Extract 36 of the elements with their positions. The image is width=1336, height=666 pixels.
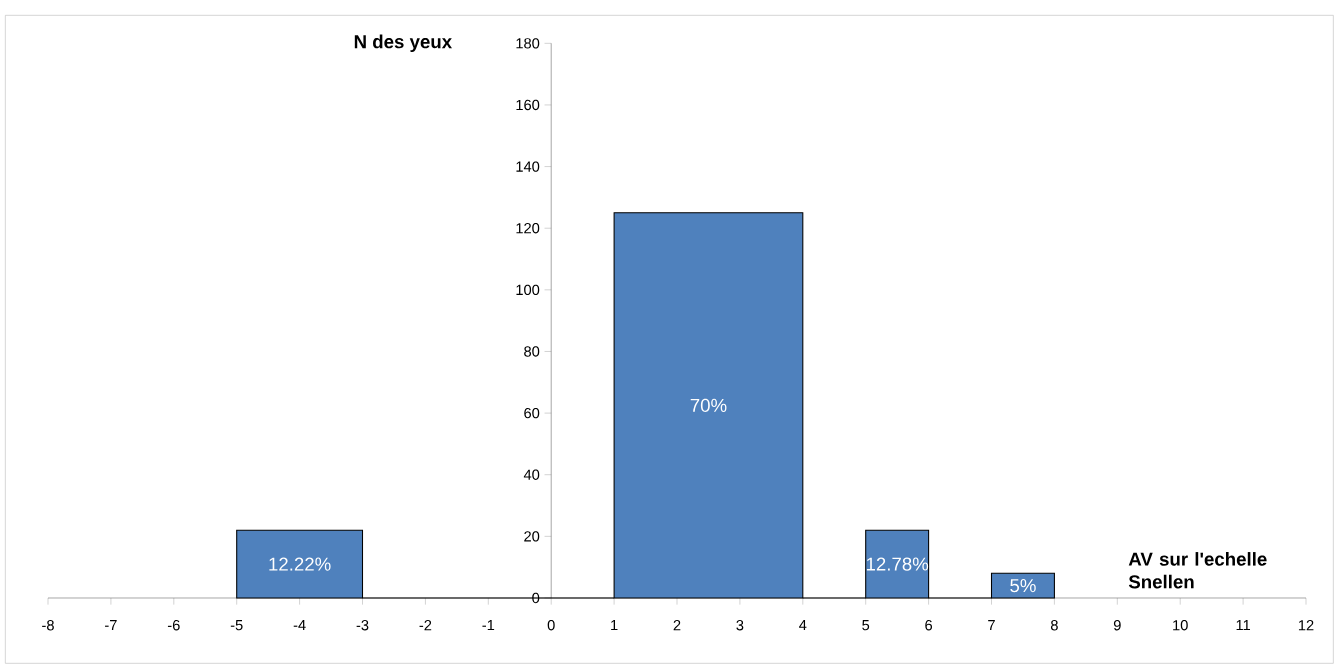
annotation: 12.78% (866, 557, 929, 571)
x-tick-label: -8 (42, 620, 54, 631)
y-tick-label: 20 (524, 531, 540, 542)
y-tick-label: 180 (516, 38, 540, 49)
y-tick-label: 160 (516, 99, 540, 111)
x-tick-label: 2 (673, 620, 681, 631)
x-tick-label: -3 (356, 620, 369, 631)
y-tick-label: 140 (516, 161, 540, 172)
x-axis-title: AV sur l'echelle Snellen (1128, 552, 1267, 589)
x-tick-label: 7 (988, 620, 995, 631)
y-axis-title: N des yeux (354, 34, 452, 53)
y-tick-label: 100 (516, 284, 540, 296)
x-tick-label: 0 (547, 620, 555, 631)
annotation: 70% (690, 398, 727, 413)
y-tick-label: 80 (524, 346, 540, 357)
y-tick-label: 40 (523, 469, 540, 480)
x-tick-label: 10 (1173, 620, 1188, 631)
x-tick-label: -4 (293, 620, 306, 631)
x-tick-label: -1 (482, 620, 495, 631)
x-tick-label: -5 (230, 620, 243, 631)
x-tick-label: -2 (419, 620, 432, 631)
x-tick-label: 6 (925, 620, 933, 631)
x-tick-label: 9 (1113, 620, 1121, 631)
annotation: 12.22% (269, 557, 331, 571)
x-tick-label: -7 (105, 620, 117, 631)
x-tick-label: 11 (1236, 620, 1250, 631)
y-tick-label: 120 (516, 223, 540, 234)
x-tick-label: 3 (736, 620, 744, 631)
x-tick-label: 8 (1050, 620, 1058, 631)
x-tick-label: 12 (1298, 620, 1314, 631)
x-tick-label: 4 (799, 620, 807, 631)
x-tick-label: 5 (862, 620, 870, 631)
y-tick-label: 60 (524, 407, 540, 419)
x-tick-label: -6 (167, 620, 180, 631)
annotation: 5% (1010, 579, 1036, 593)
x-tick-label: 1 (611, 620, 618, 631)
